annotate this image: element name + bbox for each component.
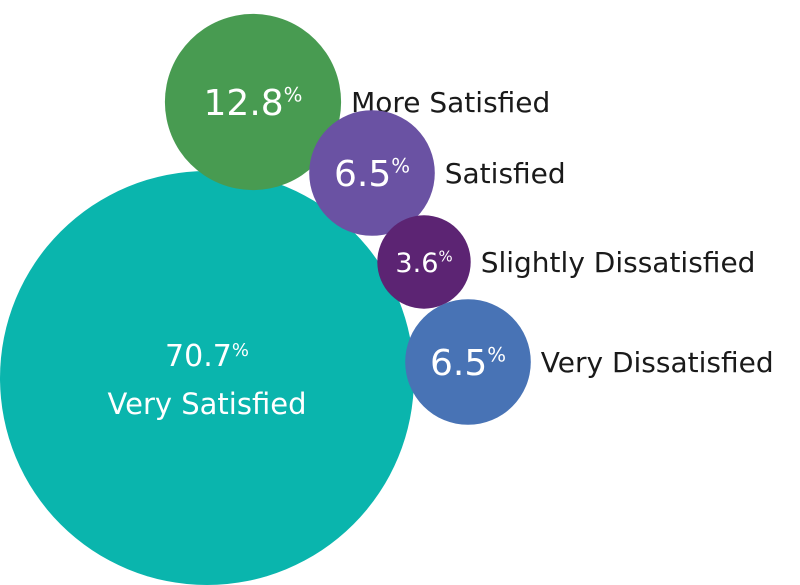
bubble-group: 3.6% Slightly Dissatisfied <box>377 215 756 309</box>
bubble-category-label: Very Dissatisfied <box>541 346 774 379</box>
bubble-category-label: Very Satisfied <box>108 387 307 421</box>
percent-sign: % <box>391 154 410 177</box>
bubble-category-label: Slightly Dissatisfied <box>481 246 756 279</box>
percent-sign: % <box>232 340 249 361</box>
bubble-group: 6.5% Very Dissatisfied <box>405 299 774 425</box>
percent-sign: % <box>284 83 303 106</box>
bubble <box>377 215 471 309</box>
percent-sign: % <box>438 247 452 265</box>
bubble-value-label: 70.7% <box>165 339 249 374</box>
bubble-group: 12.8% More Satisfied <box>164 13 550 191</box>
bubble <box>164 13 342 191</box>
bubble <box>0 171 414 585</box>
bubble-group: 70.7% Very Satisfied <box>0 171 414 585</box>
bubble-group: 6.5% Satisfied <box>309 110 566 236</box>
bubble <box>309 110 435 236</box>
bubble <box>405 299 531 425</box>
bubble-category-label: Satisfied <box>445 157 566 190</box>
percent-sign: % <box>487 343 506 366</box>
